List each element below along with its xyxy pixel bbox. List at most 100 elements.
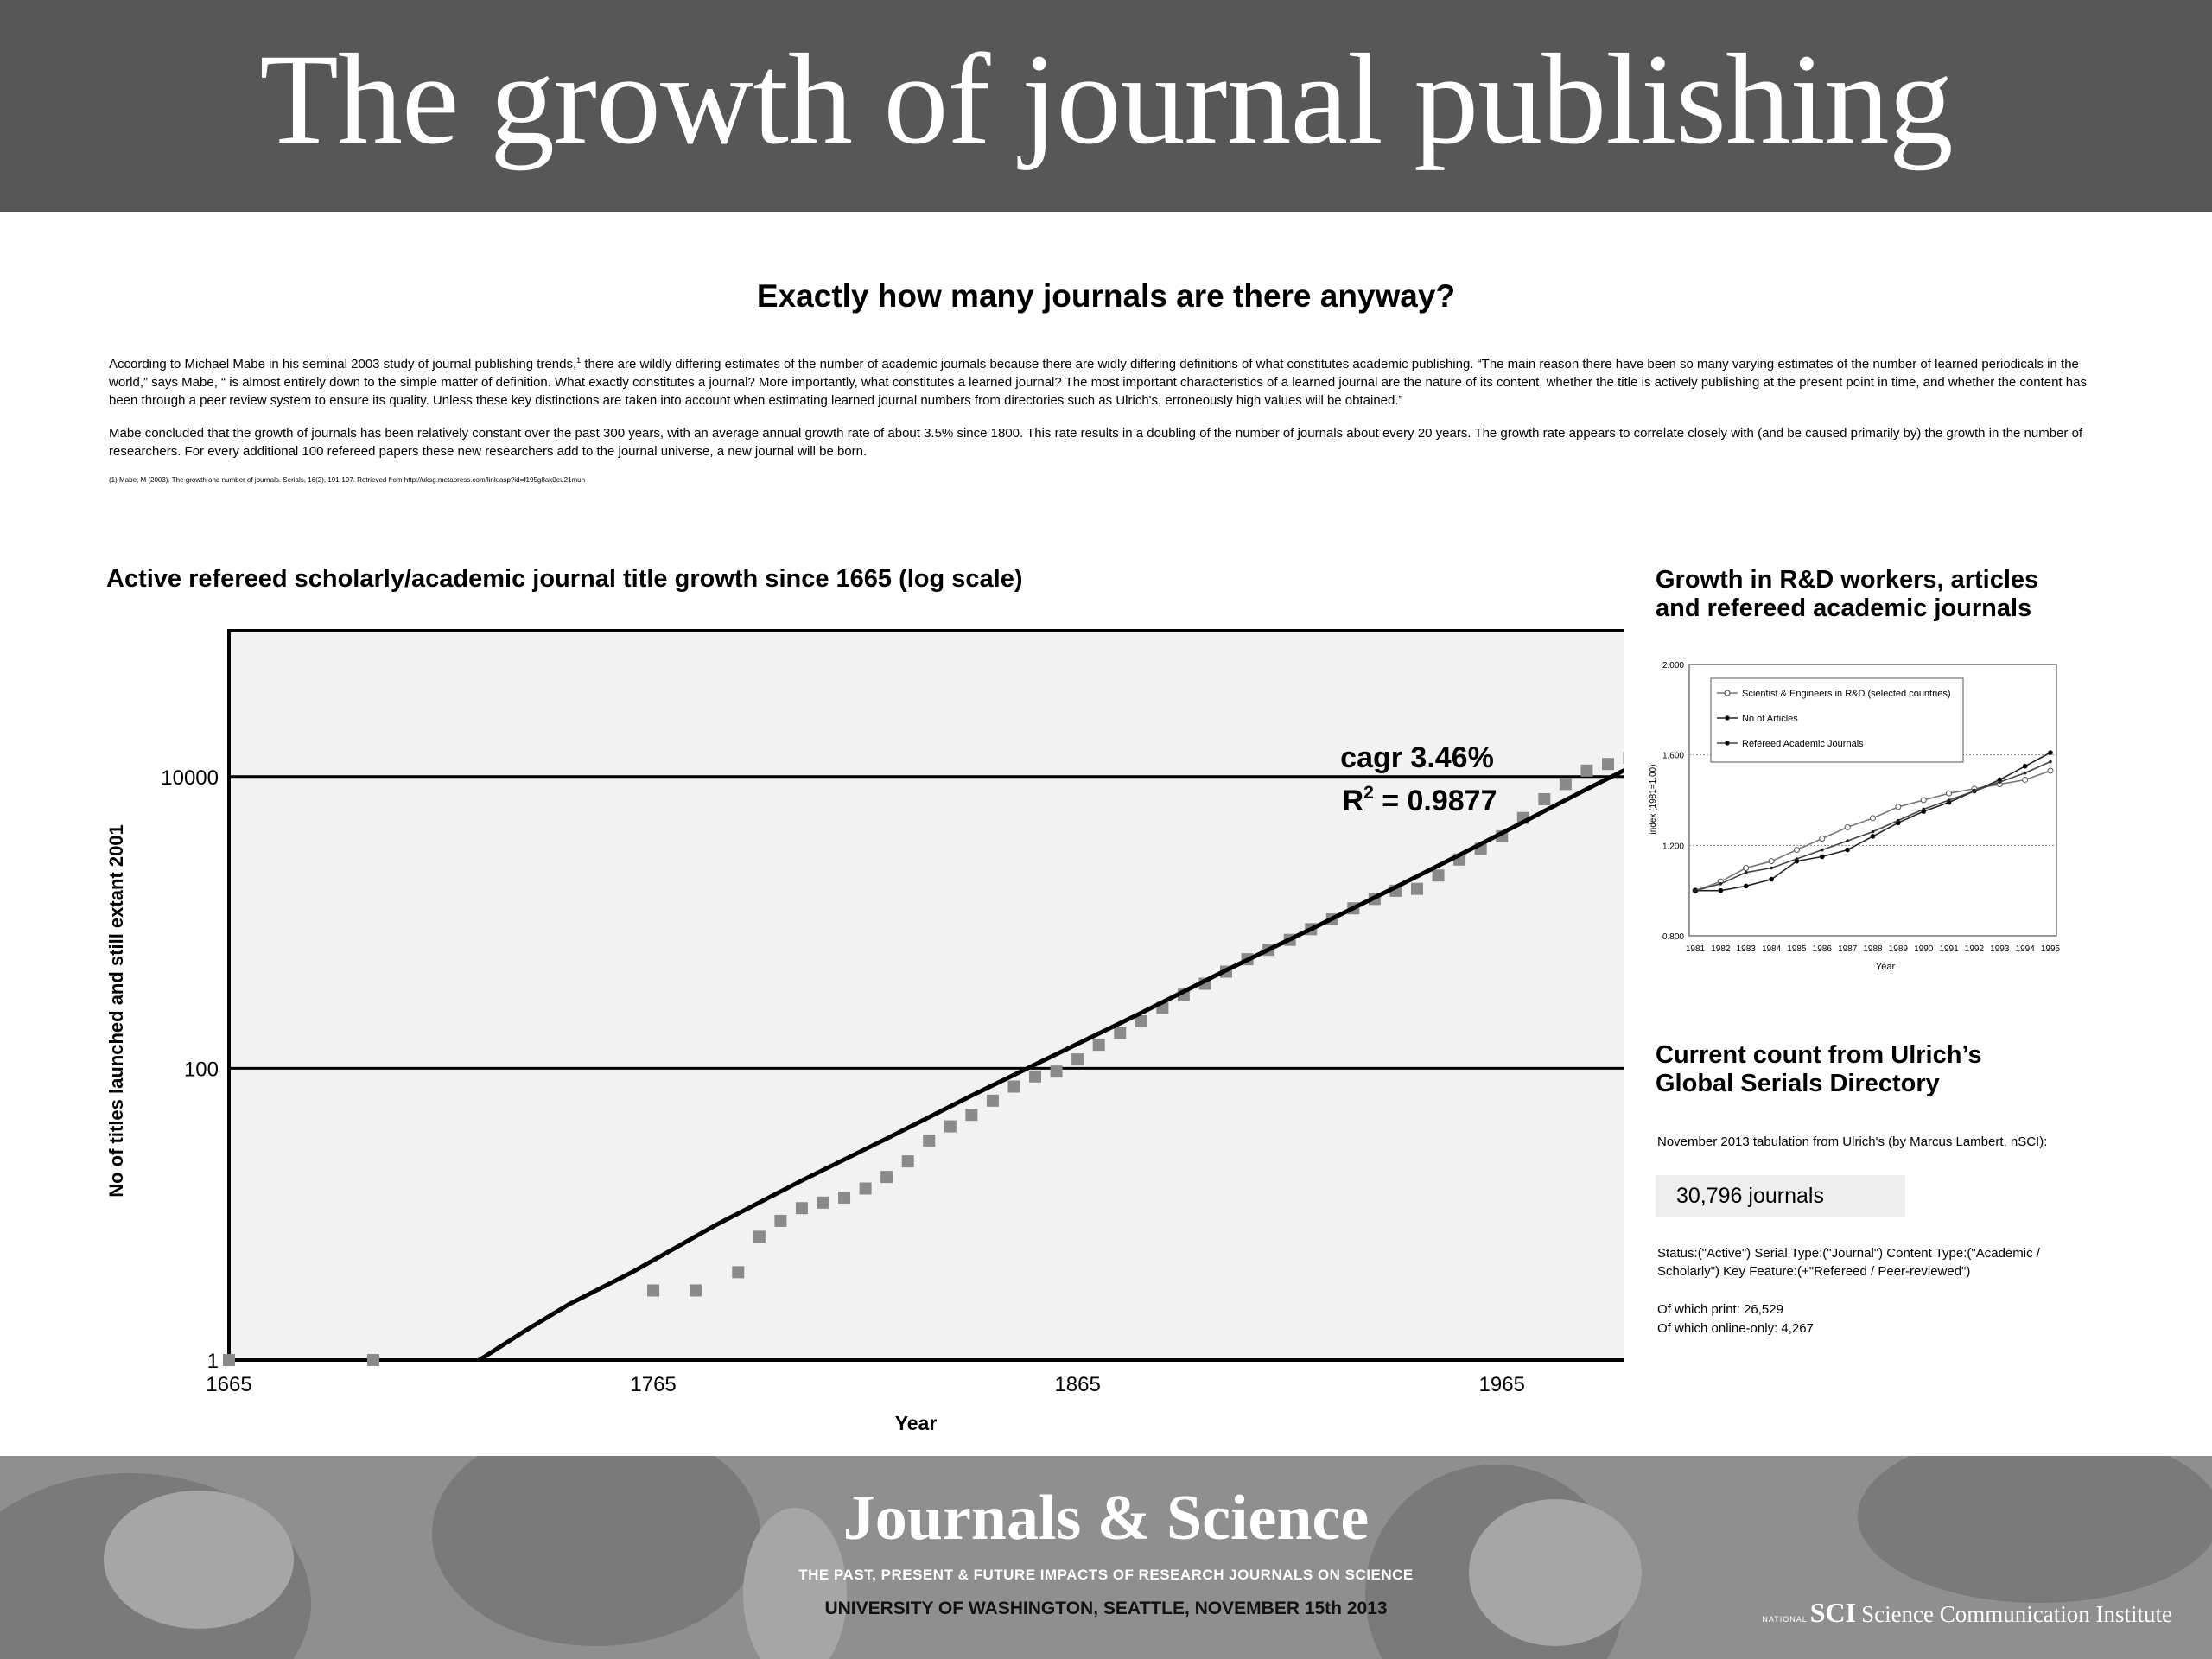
side-data-point (1744, 870, 1748, 874)
ulrich-breakdown: Of which print: 26,529 Of which online-o… (1657, 1300, 1814, 1338)
data-point (1029, 1070, 1042, 1083)
side-x-tick-label: 1991 (1939, 944, 1959, 954)
side-legend-label: Scientist & Engineers in R&D (selected c… (1742, 689, 1951, 699)
intro-text: According to Michael Mabe in his seminal… (109, 352, 2113, 500)
side-data-point (1795, 857, 1799, 861)
footnote-ref: 1 (576, 356, 582, 365)
org-sci-mark: SCI (1809, 1597, 1857, 1628)
side-y-tick-label: 1.200 (1662, 842, 1684, 851)
side-chart-title-line-1: Growth in R&D workers, articles (1656, 566, 2039, 594)
side-data-point (1946, 790, 1953, 797)
side-legend (1710, 677, 1964, 763)
event-location: UNIVERSITY OF WASHINGTON, SEATTLE, NOVEM… (824, 1599, 1388, 1618)
side-data-point (1743, 883, 1749, 889)
data-point (753, 1230, 766, 1243)
side-x-tick-label: 1983 (1737, 944, 1757, 954)
side-chart-title: Growth in R&D workers, articles and refer… (1656, 566, 2038, 623)
intro-heading: Exactly how many journals are there anyw… (756, 278, 1456, 314)
ulrich-title-line-1: Current count from Ulrich’s (1656, 1041, 1982, 1069)
side-chart-title-line-2: and refereed academic journals (1656, 594, 2032, 622)
side-data-point (1870, 815, 1876, 822)
data-point (965, 1109, 978, 1122)
side-legend-label: Refereed Academic Journals (1742, 739, 1864, 749)
data-point (1580, 764, 1593, 777)
online-count: Of which online-only: 4,267 (1657, 1321, 1814, 1336)
side-data-point (1846, 839, 1849, 842)
footnote: (1) Mabe, M (2003). The growth and numbe… (109, 476, 586, 484)
side-x-tick-label: 1987 (1838, 944, 1858, 954)
side-data-point (1819, 854, 1825, 860)
side-y-tick-label: 2.000 (1662, 661, 1684, 671)
side-data-point (1897, 818, 1900, 823)
side-data-point (1871, 830, 1875, 834)
side-y-tick-labels: 0.800 1.200 1.600 2.000 (1662, 661, 1684, 942)
ulrich-title-line-2: Global Serials Directory (1656, 1070, 1940, 1097)
side-data-point (2049, 760, 2052, 764)
footer-engraving-shape (104, 1491, 294, 1629)
side-data-point (1769, 876, 1774, 882)
y-tick-label: 10000 (161, 766, 219, 790)
header-banner: The growth of journal publishing (0, 0, 2212, 212)
y-tick-label: 1 (207, 1350, 219, 1373)
y-tick-labels: 1 100 10000 (161, 766, 219, 1373)
intro-paragraph-2: Mabe concluded that the growth of journa… (109, 426, 2083, 459)
side-x-tick-label: 1982 (1711, 944, 1731, 954)
data-point (1559, 778, 1572, 791)
main-chart-title: Active refereed scholarly/academic journ… (106, 565, 1023, 593)
r-squared-exponent: 2 (1363, 783, 1374, 803)
cagr-annotation: cagr 3.46% (1340, 741, 1494, 774)
data-point (944, 1120, 957, 1133)
data-point (1538, 792, 1551, 805)
side-legend-label: No of Articles (1742, 714, 1798, 724)
data-point (732, 1266, 745, 1279)
side-data-point (2048, 750, 2053, 755)
side-data-point (1819, 835, 1826, 842)
y-axis-label: No of titles launched and still extant 2… (105, 824, 127, 1198)
side-x-tick-label: 1989 (1889, 944, 1909, 954)
x-tick-label: 1965 (1479, 1373, 1525, 1396)
side-legend-marker (1725, 741, 1730, 746)
side-data-point (2023, 771, 2027, 775)
footer-engraving-shape (1858, 1456, 2212, 1603)
side-legend-marker (1725, 715, 1730, 721)
side-data-point (2047, 767, 2054, 774)
side-x-tick-label: 1990 (1914, 944, 1934, 954)
side-data-point (1973, 789, 1976, 793)
side-x-axis-label: Year (1876, 962, 1896, 972)
r-squared-symbol: R (1343, 785, 1364, 817)
side-x-tick-label: 1981 (1686, 944, 1706, 954)
side-series-lines (1692, 750, 2054, 894)
side-data-point (1895, 804, 1902, 810)
side-data-point (1844, 823, 1851, 830)
data-point (1071, 1053, 1084, 1066)
data-point (838, 1191, 851, 1204)
trend-line (478, 767, 1624, 1363)
intro-paragraph-1: According to Michael Mabe in his seminal… (109, 352, 2113, 410)
side-data-point (1694, 888, 1697, 893)
plot-area (227, 629, 1624, 1362)
side-data-point (1820, 848, 1824, 852)
side-legend-entries: Scientist & Engineers in R&D (selected c… (1717, 689, 1951, 749)
data-point (1050, 1065, 1063, 1078)
side-x-tick-labels: 1981 1982 1983 1984 1985 1986 1987 1988 1989 1990… (1686, 944, 2061, 954)
side-x-tick-label: 1985 (1787, 944, 1807, 954)
print-count: Of which print: 26,529 (1657, 1302, 1783, 1317)
side-y-tick-label: 1.600 (1662, 752, 1684, 761)
data-point (690, 1284, 702, 1297)
side-data-point (1770, 866, 1773, 870)
r-squared-annotation: R2 = 0.9877 (1343, 783, 1497, 817)
side-x-tick-label: 1994 (2016, 944, 2036, 954)
event-title: Journals & Science (842, 1483, 1370, 1554)
side-data-point (1920, 797, 1927, 804)
footer-engraving-shape (432, 1456, 760, 1646)
intro-p1-rest: there are wildly differing estimates of … (109, 357, 2087, 408)
side-data-point (1719, 882, 1723, 886)
data-point (986, 1094, 999, 1107)
side-y-axis-label: index (1981=1.00) (1649, 765, 1658, 835)
data-point (774, 1214, 787, 1227)
side-x-tick-label: 1992 (1965, 944, 1985, 954)
org-name: Science Communication Institute (1861, 1601, 2172, 1627)
data-point (859, 1182, 872, 1195)
ulrich-title: Current count from Ulrich’s Global Serial… (1656, 1041, 1982, 1098)
ulrich-status: Status:("Active") Serial Type:("Journal"… (1657, 1246, 2040, 1279)
